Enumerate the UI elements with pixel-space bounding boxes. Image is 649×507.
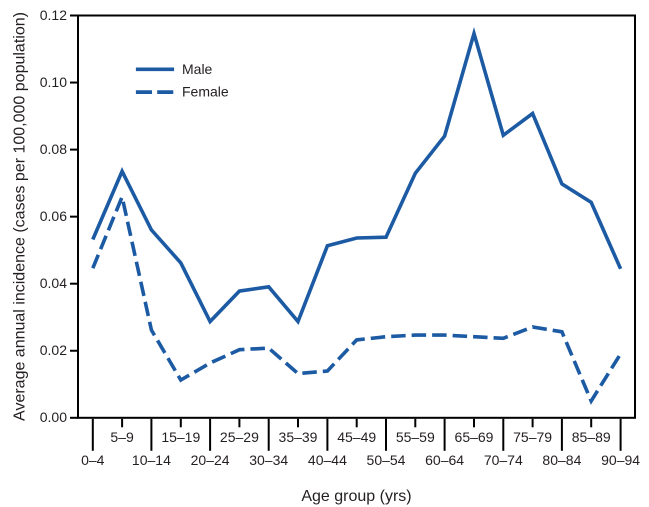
svg-text:65–69: 65–69 [455, 429, 494, 445]
svg-text:0–4: 0–4 [81, 452, 105, 468]
svg-text:35–39: 35–39 [279, 429, 318, 445]
svg-text:75–79: 75–79 [513, 429, 552, 445]
svg-text:50–54: 50–54 [367, 452, 406, 468]
svg-text:20–24: 20–24 [191, 452, 230, 468]
svg-text:60–64: 60–64 [425, 452, 464, 468]
svg-text:0.02: 0.02 [40, 342, 67, 358]
svg-text:0.06: 0.06 [40, 208, 67, 224]
svg-text:Average annual incidence (case: Average annual incidence (cases per 100,… [11, 12, 28, 421]
svg-text:Age group (yrs): Age group (yrs) [301, 488, 411, 505]
svg-text:25–29: 25–29 [220, 429, 259, 445]
svg-text:Male: Male [182, 61, 213, 77]
svg-text:10–14: 10–14 [132, 452, 171, 468]
svg-text:Female: Female [182, 84, 229, 100]
svg-text:80–84: 80–84 [542, 452, 581, 468]
svg-text:40–44: 40–44 [308, 452, 347, 468]
svg-text:0.04: 0.04 [40, 275, 67, 291]
svg-text:90–94: 90–94 [601, 452, 640, 468]
svg-text:5–9: 5–9 [110, 429, 134, 445]
svg-text:0.08: 0.08 [40, 141, 67, 157]
svg-text:0.00: 0.00 [40, 409, 67, 425]
svg-text:55–59: 55–59 [396, 429, 435, 445]
svg-text:30–34: 30–34 [249, 452, 288, 468]
svg-text:15–19: 15–19 [161, 429, 200, 445]
svg-text:45–49: 45–49 [337, 429, 376, 445]
svg-text:0.12: 0.12 [40, 7, 67, 23]
svg-text:70–74: 70–74 [484, 452, 523, 468]
svg-text:85–89: 85–89 [572, 429, 611, 445]
svg-text:0.10: 0.10 [40, 74, 67, 90]
